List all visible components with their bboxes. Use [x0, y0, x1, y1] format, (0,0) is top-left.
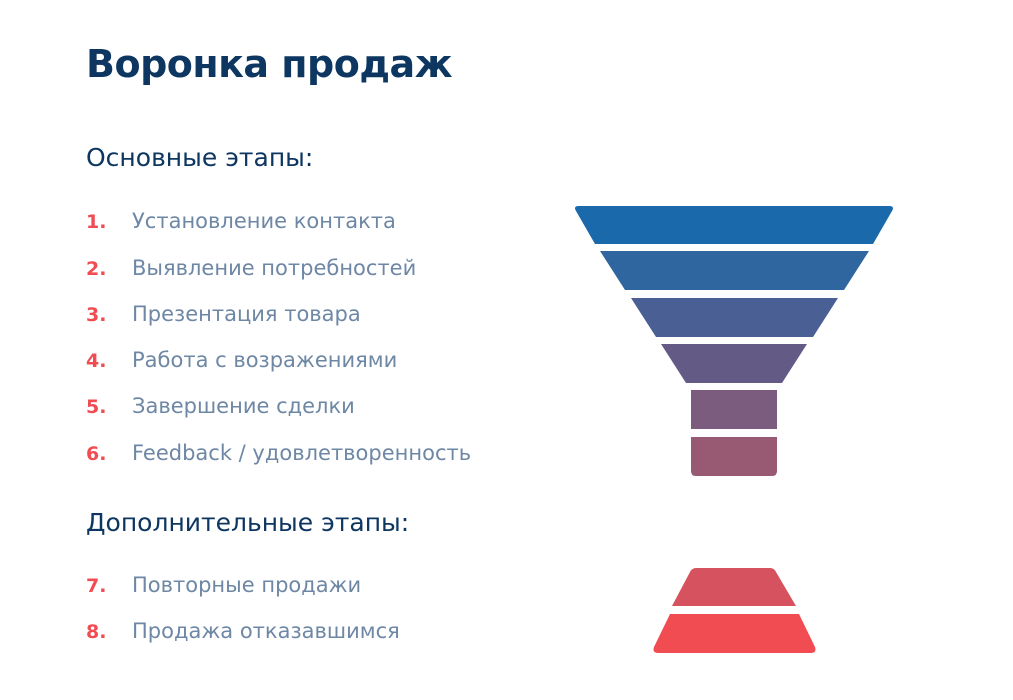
stage-label: Работа с возражениями — [132, 348, 398, 372]
funnel-band-2 — [600, 251, 869, 290]
funnel-band-3 — [631, 298, 838, 337]
extra-stages-heading: Дополнительные этапы: — [86, 508, 410, 537]
stage-label: Feedback / удовлетворенность — [132, 441, 472, 465]
stage-item-1: 1. Установление контакта — [86, 209, 396, 233]
stage-item-3: 3. Презентация товара — [86, 302, 361, 326]
stage-item-5: 5. Завершение сделки — [86, 394, 355, 418]
stage-number: 8. — [86, 621, 107, 643]
stage-item-4: 4. Работа с возражениями — [86, 348, 397, 372]
stage-item-7: 7. Повторные продажи — [86, 573, 361, 597]
stage-item-6: 6. Feedback / удовлетворенность — [86, 441, 471, 465]
stage-number: 2. — [86, 258, 107, 280]
stage-item-2: 2. Выявление потребностей — [86, 256, 416, 280]
page-title: Воронка продаж — [86, 42, 453, 86]
funnel-band-6 — [691, 437, 777, 476]
stage-number: 7. — [86, 575, 107, 597]
extra-band-8 — [653, 614, 816, 653]
extra-band-7 — [672, 568, 796, 606]
stage-label: Выявление потребностей — [132, 256, 417, 280]
stage-item-8: 8. Продажа отказавшимся — [86, 619, 400, 643]
stage-number: 4. — [86, 350, 107, 372]
stage-label: Продажа отказавшимся — [132, 619, 400, 643]
funnel-band-4 — [661, 344, 807, 383]
funnel-band-1 — [575, 206, 893, 244]
stage-number: 5. — [86, 396, 107, 418]
stage-number: 3. — [86, 304, 107, 326]
stage-label: Завершение сделки — [132, 394, 355, 418]
stage-label: Повторные продажи — [132, 573, 362, 597]
stage-label: Презентация товара — [132, 302, 361, 326]
funnel-band-5 — [691, 390, 777, 429]
stage-number: 6. — [86, 443, 107, 465]
stage-label: Установление контакта — [132, 209, 396, 233]
stage-number: 1. — [86, 211, 107, 233]
main-stages-heading: Основные этапы: — [86, 143, 314, 172]
